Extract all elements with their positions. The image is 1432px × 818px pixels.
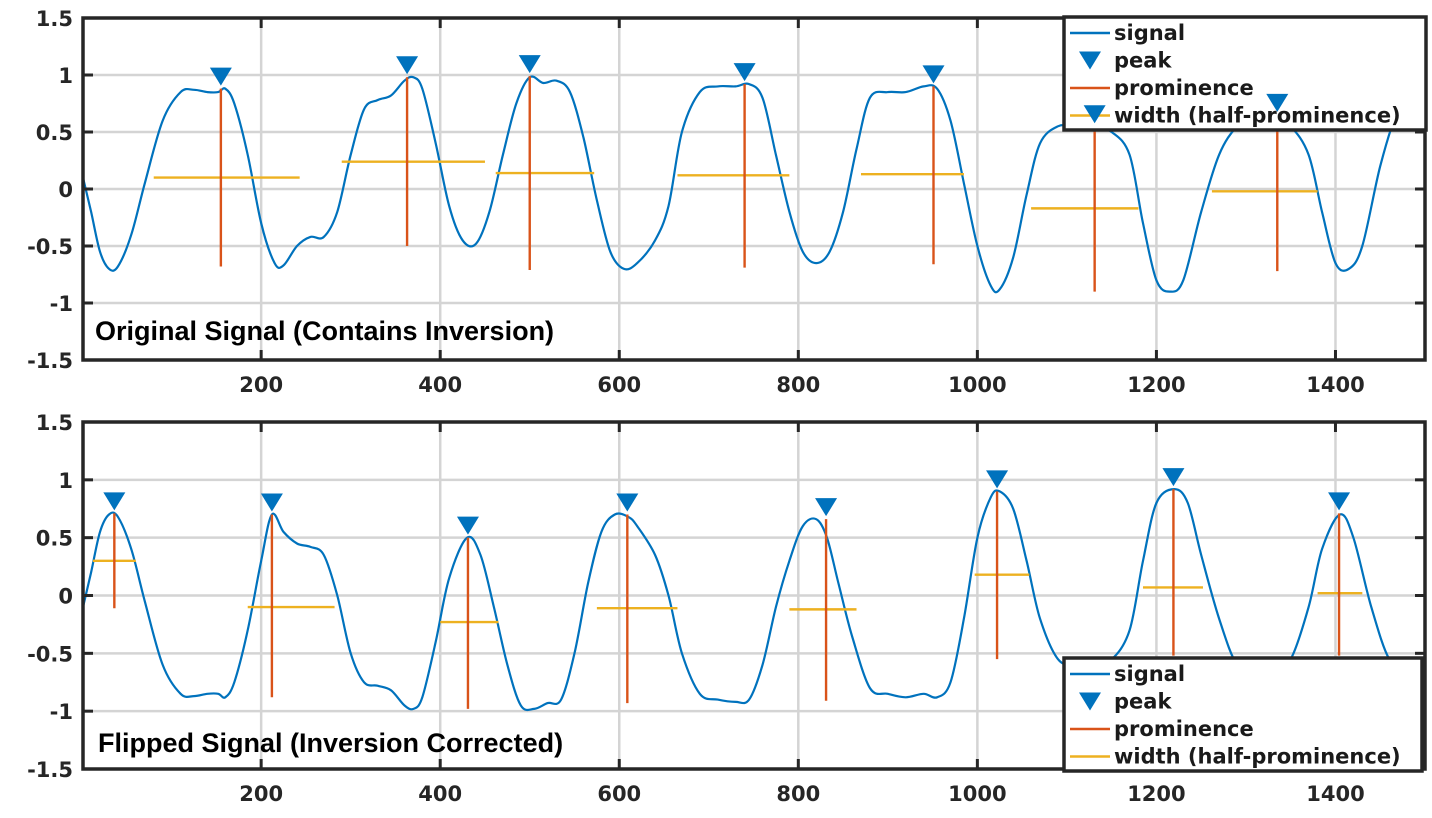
y-tick-label: 0 bbox=[58, 585, 73, 609]
x-tick-label: 1400 bbox=[1306, 782, 1364, 806]
top-tick-labels: 200 400 600 800 1000 1200 1400 -1.5 -1 -0.5 0 0.5 1 1… bbox=[27, 7, 1365, 397]
peak-marker bbox=[1162, 468, 1185, 487]
bottom-panel-title: Flipped Signal (Inversion Corrected) bbox=[98, 728, 563, 758]
y-tick-label: 1.5 bbox=[36, 7, 73, 31]
top-axes: 200 400 600 800 1000 1200 1400 -1.5 -1 -0.5 0 0.5 1 1… bbox=[27, 7, 1428, 397]
bottom-legend: signal peak prominence width (half-prominen… bbox=[1062, 656, 1424, 773]
signal-line bbox=[83, 75, 1425, 294]
peak-marker bbox=[922, 65, 945, 84]
legend-label: prominence bbox=[1114, 717, 1254, 741]
legend-peak-swatch bbox=[1079, 51, 1101, 70]
x-tick-label: 1000 bbox=[948, 373, 1006, 397]
legend-label: signal bbox=[1114, 21, 1185, 45]
signal-line bbox=[83, 487, 1425, 712]
legend-label: prominence bbox=[1114, 76, 1254, 100]
x-tick-label: 600 bbox=[597, 782, 641, 806]
x-tick-label: 800 bbox=[776, 373, 820, 397]
bottom-plot-area bbox=[83, 487, 1425, 712]
top-legend: signal peak prominence width (half-prominen… bbox=[1062, 15, 1428, 132]
peak-marker bbox=[815, 498, 838, 517]
legend-label: peak bbox=[1114, 690, 1172, 714]
legend-box bbox=[1062, 656, 1424, 773]
peak-marker bbox=[456, 516, 479, 535]
y-tick-label: -1.5 bbox=[27, 758, 73, 782]
x-tick-label: 1400 bbox=[1306, 373, 1364, 397]
x-tick-label: 1200 bbox=[1127, 373, 1185, 397]
x-tick-label: 400 bbox=[418, 782, 462, 806]
x-tick-label: 1200 bbox=[1127, 782, 1185, 806]
x-tick-label: 200 bbox=[239, 782, 283, 806]
y-tick-label: -0.5 bbox=[27, 235, 73, 259]
y-tick-label: 1 bbox=[58, 64, 73, 88]
top-plot-area bbox=[83, 75, 1425, 294]
x-tick-label: 800 bbox=[776, 782, 820, 806]
y-tick-label: -0.5 bbox=[27, 642, 73, 666]
peak-marker bbox=[1328, 492, 1351, 511]
peak-marker bbox=[733, 63, 756, 82]
y-tick-label: 1 bbox=[58, 469, 73, 493]
peak-marker bbox=[103, 492, 126, 511]
bottom-tick-labels: 200 400 600 800 1000 1200 1400 -1.5 -1 -0.5 0 0.5 1 1… bbox=[27, 411, 1365, 806]
y-tick-label: -1 bbox=[50, 700, 73, 724]
legend-label: signal bbox=[1114, 662, 1185, 686]
y-tick-label: 0.5 bbox=[36, 527, 73, 551]
legend-label: width (half-prominence) bbox=[1114, 104, 1401, 128]
y-tick-label: 1.5 bbox=[36, 411, 73, 435]
y-tick-label: 0.5 bbox=[36, 121, 73, 145]
x-tick-label: 400 bbox=[418, 373, 462, 397]
legend-box bbox=[1062, 15, 1428, 132]
peak-marker bbox=[1266, 93, 1289, 112]
top-panel-title: Original Signal (Contains Inversion) bbox=[95, 316, 554, 346]
peak-marker bbox=[1083, 105, 1106, 124]
legend-label: width (half-prominence) bbox=[1114, 745, 1401, 769]
peak-marker bbox=[260, 493, 283, 512]
y-tick-label: -1 bbox=[50, 292, 73, 316]
bottom-axes: 200 400 600 800 1000 1200 1400 -1.5 -1 -0.5 0 0.5 1 1… bbox=[27, 411, 1427, 806]
legend-peak-swatch bbox=[1079, 692, 1101, 711]
peak-marker bbox=[209, 67, 232, 86]
x-tick-label: 600 bbox=[597, 373, 641, 397]
x-tick-label: 200 bbox=[239, 373, 283, 397]
legend-label: peak bbox=[1114, 49, 1172, 73]
x-tick-label: 1000 bbox=[948, 782, 1006, 806]
peak-marker bbox=[616, 493, 639, 512]
y-tick-label: -1.5 bbox=[27, 349, 73, 373]
peak-marker bbox=[986, 470, 1009, 489]
peak-marker bbox=[396, 56, 419, 75]
y-tick-label: 0 bbox=[58, 178, 73, 202]
peak-marker bbox=[518, 55, 541, 74]
